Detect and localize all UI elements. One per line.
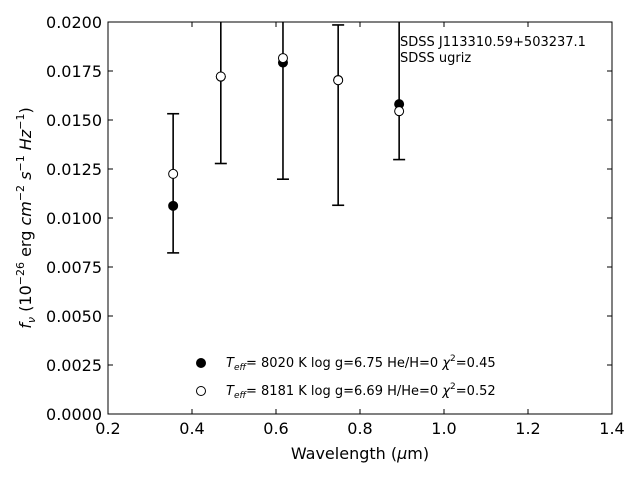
x-tick-label: 1.4 (599, 419, 624, 438)
legend-entry-2: Teff= 8181 K log g=6.69 H/He=0 χ2=0.52 (226, 382, 496, 401)
x-tick-label: 0.2 (95, 419, 120, 438)
legend-1-teff: 8020 K (261, 356, 307, 371)
y-tick-label: 0.0025 (46, 356, 102, 375)
legend-2-chi: =0.52 (456, 384, 496, 399)
y-tick-label: 0.0150 (46, 111, 102, 130)
legend-marker-open (196, 386, 206, 396)
y-tick-label: 0.0200 (46, 13, 102, 32)
errorbar-layer (167, 22, 406, 254)
y-axis-label: fν (10−26 erg cm−2 s−1 Hz−1) (14, 107, 38, 328)
x-tick-label: 0.4 (179, 419, 204, 438)
legend-1-comp: He/H=0 (387, 356, 438, 371)
y-tick-label: 0.0125 (46, 160, 102, 179)
legend: Teff= 8020 K log g=6.75 He/H=0 χ2=0.45 T… (196, 354, 496, 401)
x-tick-label: 0.6 (263, 419, 288, 438)
y-tick-label: 0.0000 (46, 405, 102, 424)
legend-marker-filled (196, 358, 206, 368)
marker-layer (168, 53, 405, 211)
ticks-layer: 0.2 0.4 0.6 0.8 1.0 1.2 1.4 0.0000 0.0025 0.0050 0… (46, 13, 625, 438)
point-filled (168, 200, 179, 211)
annotation-line-1: SDSS J113310.59+503237.1 (400, 35, 586, 50)
legend-1-chi: =0.45 (456, 356, 496, 371)
point-open (277, 53, 288, 64)
y-tick-label: 0.0050 (46, 307, 102, 326)
point-open (333, 75, 344, 86)
x-tick-label: 1.0 (431, 419, 456, 438)
legend-1-logg: log g=6.75 (311, 356, 383, 371)
plot-frame (107, 21, 613, 415)
y-tick-label: 0.0075 (46, 258, 102, 277)
x-axis-label: Wavelength (μm) (291, 444, 429, 463)
point-open (168, 168, 179, 179)
x-tick-label: 0.8 (347, 419, 372, 438)
legend-2-logg: log g=6.69 (311, 384, 383, 399)
y-tick-label: 0.0175 (46, 62, 102, 81)
legend-2-teff: 8181 K (261, 384, 307, 399)
legend-2-comp: H/He=0 (387, 384, 438, 399)
point-open (394, 106, 405, 117)
x-tick-label: 1.2 (515, 419, 540, 438)
legend-entry-1: Teff= 8020 K log g=6.75 He/H=0 χ2=0.45 (226, 354, 496, 373)
y-tick-label: 0.0100 (46, 209, 102, 228)
annotation-line-2: SDSS ugriz (400, 51, 471, 66)
point-open (215, 71, 226, 82)
